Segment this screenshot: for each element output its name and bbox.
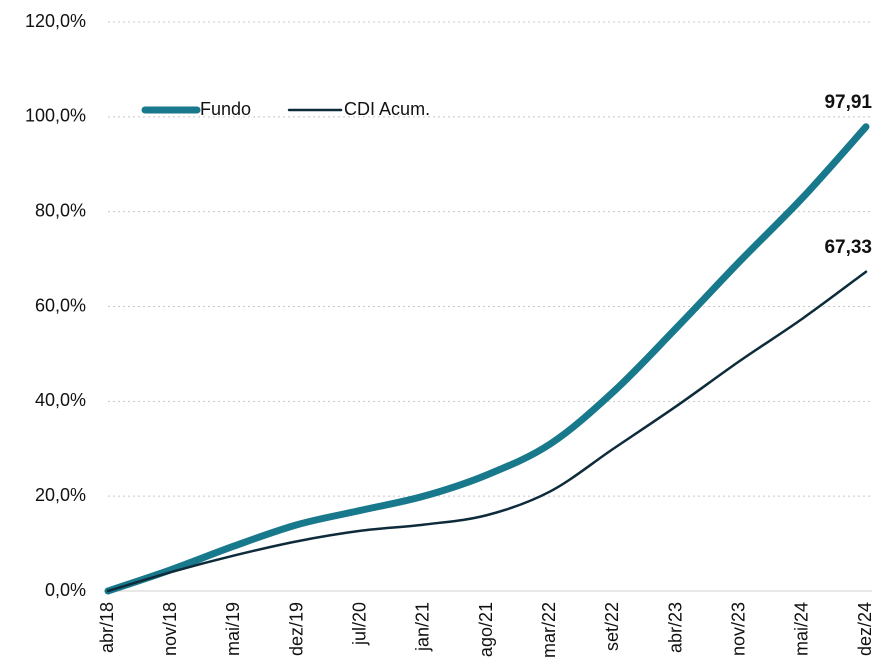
y-tick-label: 80,0% [35, 200, 86, 220]
x-tick-label: jul/20 [349, 602, 369, 646]
y-tick-label: 100,0% [25, 106, 86, 126]
legend-label: CDI Acum. [344, 99, 430, 119]
y-tick-label: 40,0% [35, 390, 86, 410]
series-line [106, 270, 868, 593]
data-label: 67,33 [824, 237, 872, 258]
data-label: 97,91 [824, 92, 872, 113]
y-tick-label: 120,0% [25, 11, 86, 31]
x-tick-label: jan/21 [413, 602, 433, 652]
x-tick-label: dez/19 [286, 602, 306, 656]
x-tick-label: set/22 [602, 602, 622, 651]
x-tick-label: mai/24 [792, 602, 812, 656]
y-tick-label: 20,0% [35, 485, 86, 505]
series-line [104, 123, 870, 595]
x-tick-label: ago/21 [476, 602, 496, 657]
x-tick-label: nov/23 [728, 602, 748, 656]
x-tick-label: abr/23 [665, 602, 685, 653]
x-tick-label: mai/19 [223, 602, 243, 656]
x-tick-label: mar/22 [539, 602, 559, 658]
x-tick-label: abr/18 [97, 602, 117, 653]
x-tick-label: dez/24 [855, 602, 875, 656]
y-tick-label: 60,0% [35, 295, 86, 315]
x-tick-label: nov/18 [160, 602, 180, 656]
legend-label: Fundo [200, 99, 251, 119]
y-tick-label: 0,0% [45, 580, 86, 600]
